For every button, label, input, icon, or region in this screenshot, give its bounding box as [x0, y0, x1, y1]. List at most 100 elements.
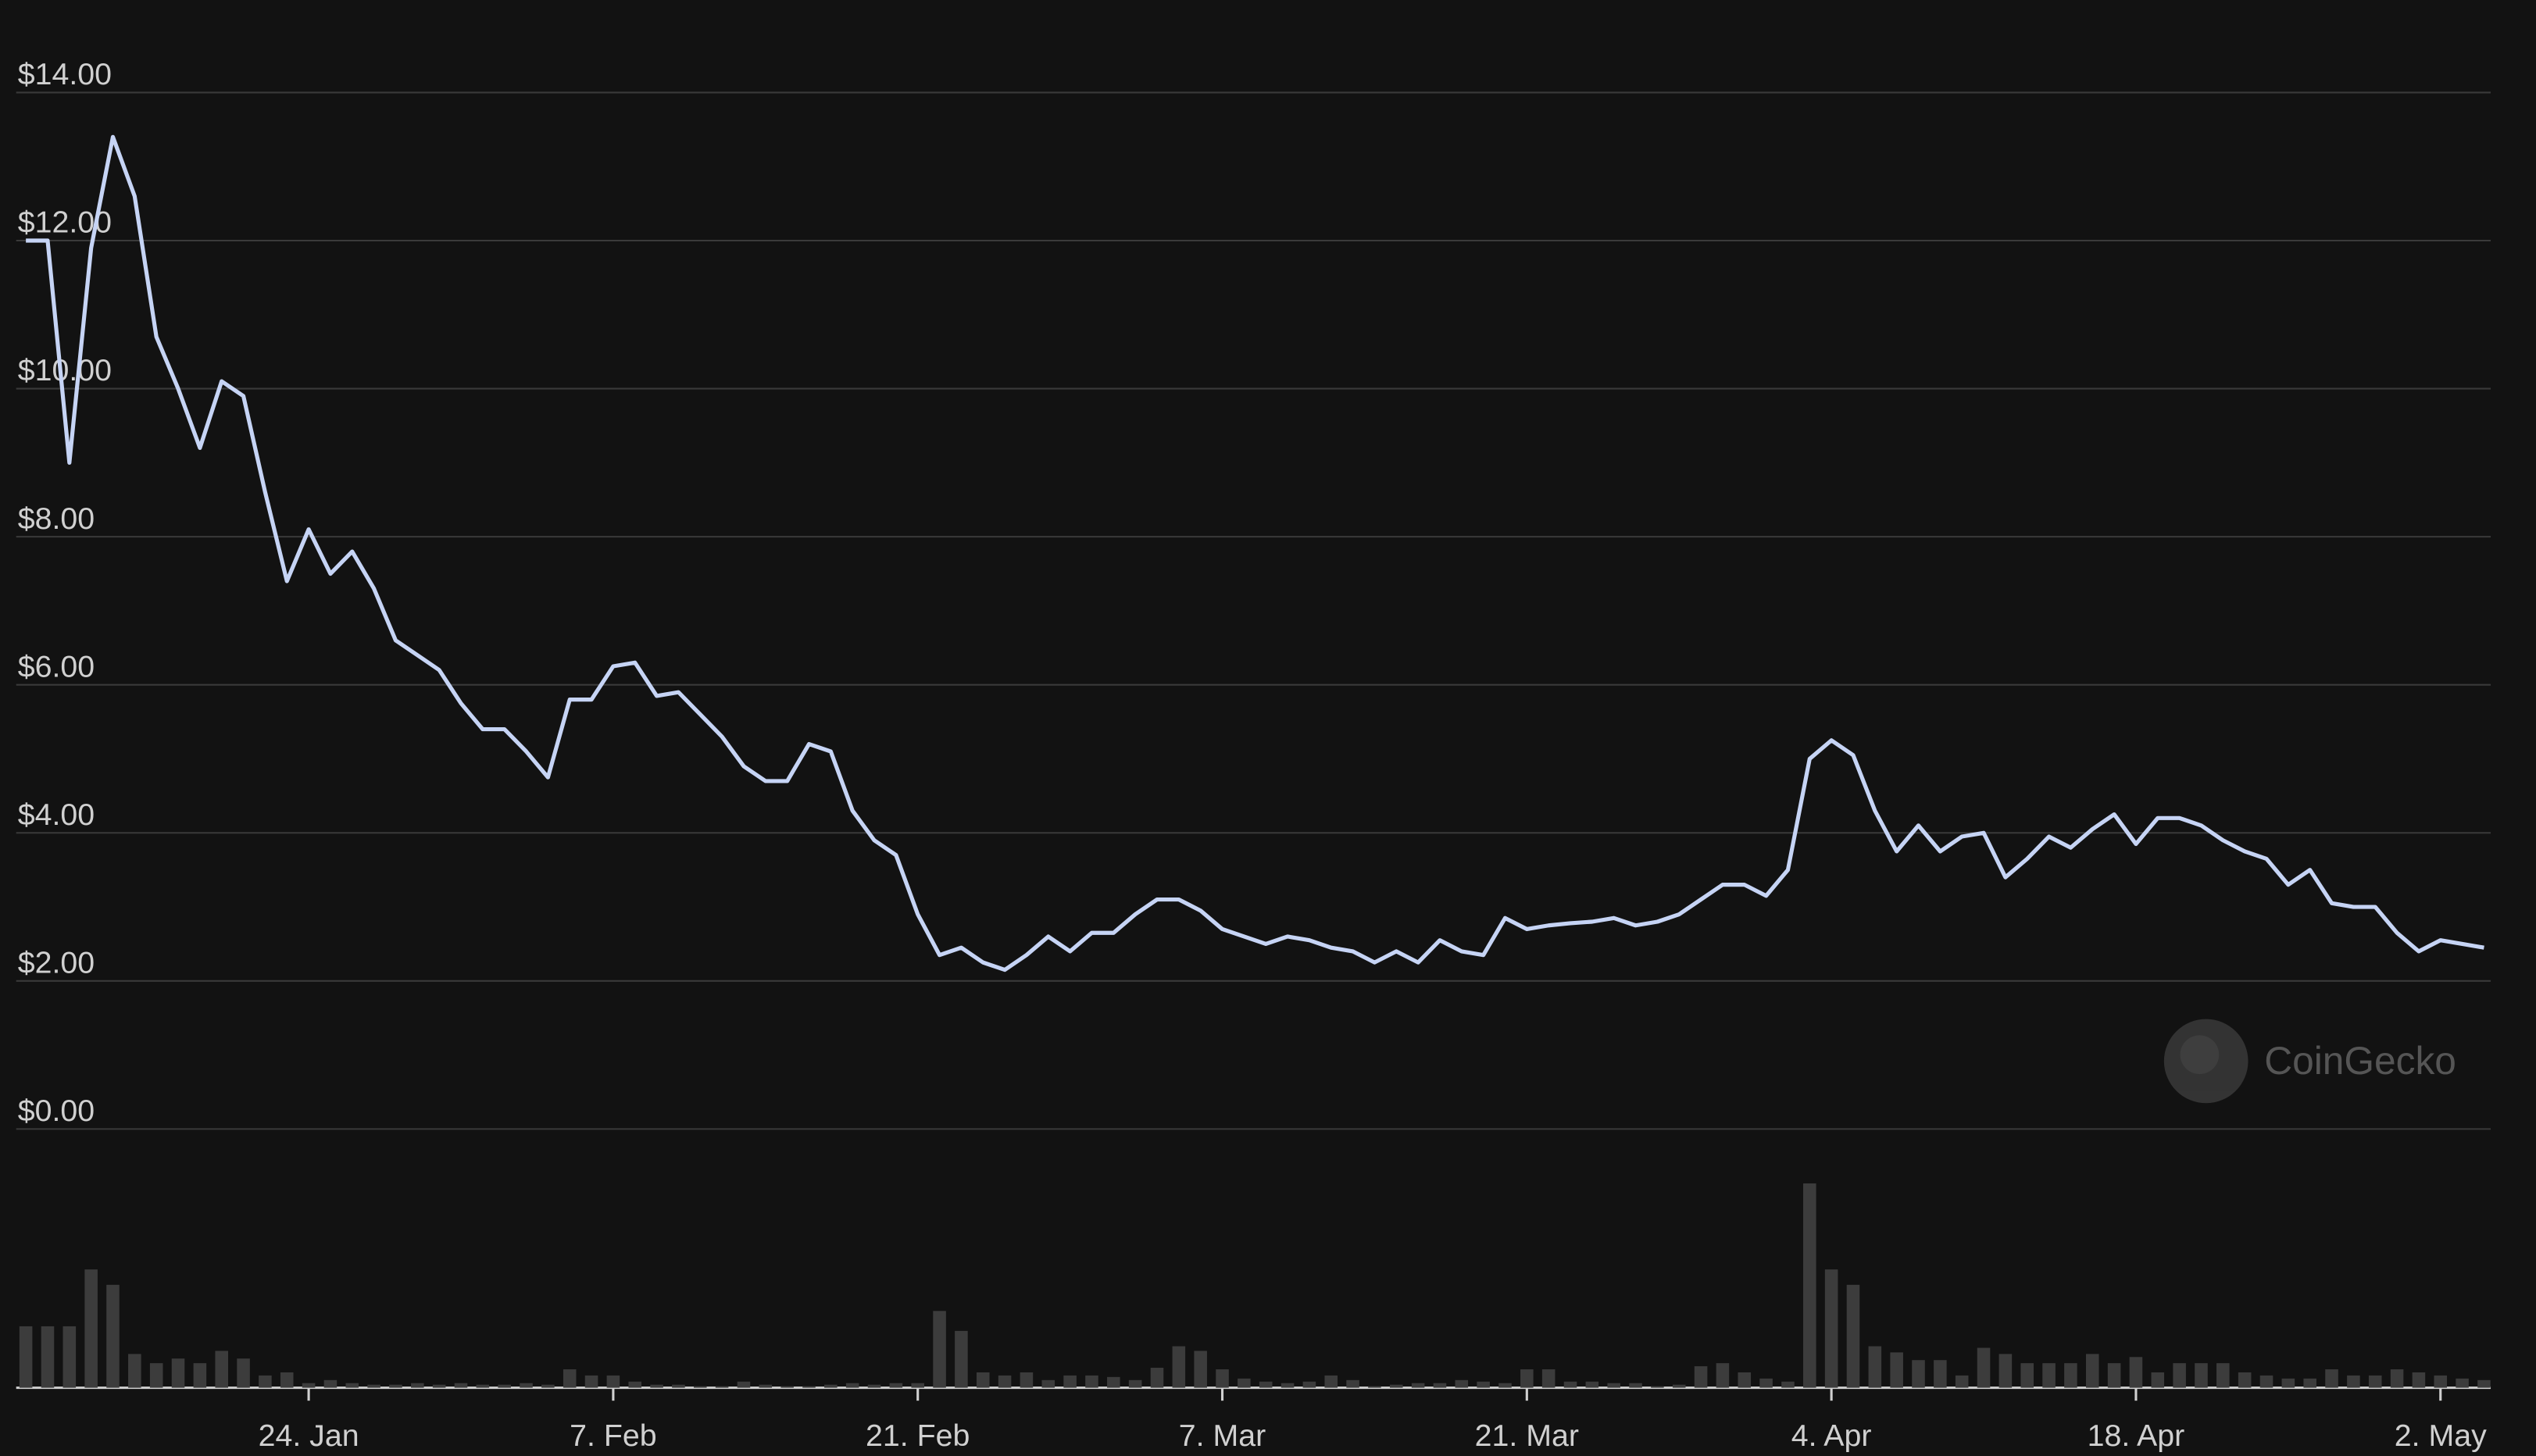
price-line: [26, 134, 2484, 972]
volume-bar: [1411, 1383, 1425, 1388]
volume-bar: [1172, 1346, 1186, 1388]
volume-bar: [824, 1384, 838, 1388]
volume-bar: [149, 1363, 163, 1388]
volume-bar: [19, 1326, 33, 1388]
volume-bar: [1629, 1383, 1642, 1388]
volume-bar: [2107, 1363, 2121, 1388]
volume-bar: [1998, 1354, 2013, 1388]
y-tick-label: $10.00: [18, 353, 112, 387]
x-tick-label: 2. May: [2395, 1419, 2487, 1453]
volume-bar: [1150, 1368, 1164, 1388]
volume-bar: [171, 1358, 185, 1388]
x-tick-label: 21. Mar: [1475, 1419, 1579, 1453]
x-tick-label: 4. Apr: [1791, 1419, 1872, 1453]
volume-bar: [1824, 1269, 1838, 1388]
volume-bar: [345, 1383, 359, 1388]
y-tick-label: $0.00: [18, 1094, 95, 1128]
volume-bar: [41, 1326, 55, 1388]
volume-bar: [2020, 1363, 2034, 1388]
volume-bar: [1368, 1386, 1381, 1388]
volume-bar: [1433, 1383, 1447, 1388]
volume-bar: [1238, 1378, 1251, 1388]
volume-bar: [1672, 1384, 1686, 1388]
volume-bar: [432, 1384, 446, 1388]
volume-bar: [2412, 1372, 2426, 1388]
volume-bar: [2195, 1363, 2208, 1388]
volume-bar: [672, 1384, 685, 1388]
volume-bar: [476, 1384, 490, 1388]
volume-bar: [2390, 1369, 2404, 1388]
volume-bar: [1041, 1379, 1055, 1388]
y-tick-label: $8.00: [18, 501, 95, 536]
volume-bar: [2325, 1369, 2338, 1388]
volume-bar: [367, 1384, 380, 1388]
volume-bar: [933, 1311, 946, 1388]
volume-bar: [280, 1372, 294, 1388]
volume-bar: [650, 1384, 663, 1388]
x-tick-label: 24. Jan: [259, 1419, 359, 1453]
volume-bar: [2129, 1357, 2143, 1388]
volume-bar: [737, 1381, 751, 1388]
volume-bar: [2042, 1363, 2056, 1388]
volume-bar: [1389, 1384, 1403, 1388]
volume-bar: [1085, 1375, 1098, 1388]
volume-bar: [2281, 1378, 2295, 1388]
volume-bar: [1194, 1351, 1207, 1388]
volume-bar: [628, 1381, 642, 1388]
volume-bar: [715, 1386, 729, 1388]
volume-bar: [2238, 1372, 2252, 1388]
volume-bar: [323, 1379, 338, 1388]
volume-bar: [1934, 1360, 1947, 1388]
volume-bar: [2259, 1375, 2273, 1388]
volume-bar: [2151, 1372, 2165, 1388]
x-tick-label: 21. Feb: [866, 1419, 970, 1453]
volume-bar: [1128, 1379, 1142, 1388]
volume-bar: [1868, 1346, 1882, 1388]
volume-bar: [520, 1383, 533, 1388]
volume-bar: [693, 1386, 707, 1388]
y-tick-label: $6.00: [18, 649, 95, 683]
volume-bar: [1694, 1366, 1708, 1388]
volume-bar: [2347, 1375, 2360, 1388]
volume-bar: [563, 1369, 577, 1388]
volume-bar: [1477, 1381, 1490, 1388]
volume-bar: [259, 1375, 272, 1388]
volume-bar: [759, 1384, 773, 1388]
volume-bar: [1912, 1360, 1925, 1388]
volume-bar: [389, 1384, 402, 1388]
x-tick-label: 18. Apr: [2088, 1419, 2185, 1453]
volume-bar: [1455, 1379, 1469, 1388]
volume-bar: [498, 1384, 511, 1388]
volume-bar: [780, 1386, 794, 1388]
volume-bar: [867, 1384, 881, 1388]
volume-bar: [1955, 1375, 1969, 1388]
volume-bar: [1651, 1386, 1664, 1388]
volume-bar: [411, 1383, 424, 1388]
volume-bar: [1324, 1375, 1338, 1388]
volume-bar: [237, 1358, 250, 1388]
volume-bar: [2173, 1363, 2186, 1388]
volume-bar: [106, 1284, 120, 1388]
x-tick-label: 7. Mar: [1179, 1419, 1266, 1453]
volume-bar: [1585, 1381, 1599, 1388]
y-tick-label: $2.00: [18, 945, 95, 980]
watermark-logo: [2163, 1019, 2248, 1104]
volume-bar: [193, 1363, 207, 1388]
volume-bar: [1107, 1376, 1120, 1388]
volume-bar: [584, 1375, 598, 1388]
volume-bar: [541, 1384, 555, 1388]
volume-bar: [1607, 1383, 1620, 1388]
volume-bar: [998, 1375, 1012, 1388]
volume-bar: [889, 1383, 903, 1388]
volume-bar: [2064, 1363, 2077, 1388]
volume-bar: [1216, 1369, 1229, 1388]
volume-bar: [2456, 1378, 2469, 1388]
volume-bar: [1846, 1284, 1860, 1388]
volume-bar: [2368, 1375, 2382, 1388]
volume-bar: [1890, 1352, 1903, 1388]
volume-bar: [802, 1386, 816, 1388]
volume-bar: [215, 1351, 228, 1388]
volume-bar: [1563, 1381, 1577, 1388]
